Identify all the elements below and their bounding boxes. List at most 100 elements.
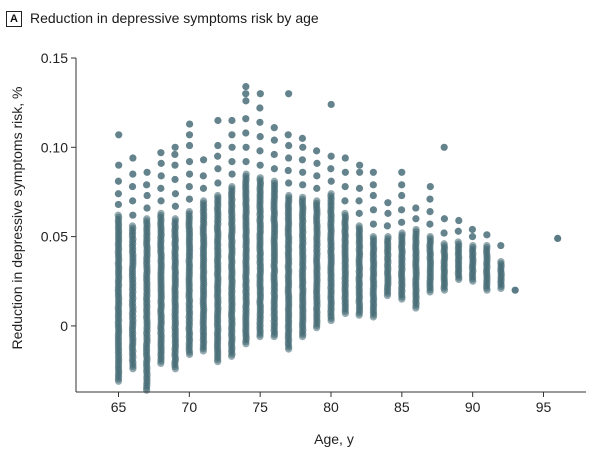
data-point <box>242 129 250 137</box>
data-point <box>185 141 194 150</box>
x-axis-title: Age, y <box>314 431 354 447</box>
data-point <box>185 157 194 166</box>
data-point <box>384 209 392 217</box>
data-point <box>440 143 448 151</box>
x-tick-label: 80 <box>323 399 339 415</box>
data-point <box>129 365 137 373</box>
data-point <box>199 172 207 180</box>
y-tick-label: 0.05 <box>41 229 68 245</box>
y-axis-title: Reduction in depressive symptoms risk, % <box>9 87 25 350</box>
data-point <box>114 200 123 209</box>
y-tick-label: 0 <box>60 318 68 334</box>
data-point <box>412 304 420 312</box>
data-point <box>299 168 307 176</box>
data-point <box>327 152 335 160</box>
data-point <box>199 184 208 192</box>
data-point <box>242 82 250 91</box>
data-point <box>143 204 151 212</box>
data-point <box>129 154 137 162</box>
data-point <box>511 286 519 294</box>
data-point <box>228 116 236 125</box>
data-point <box>227 352 236 360</box>
data-point <box>143 386 151 394</box>
data-point <box>398 191 406 200</box>
data-point <box>242 143 250 151</box>
data-point <box>157 359 165 368</box>
data-point <box>242 97 250 105</box>
data-point <box>356 168 364 176</box>
data-point <box>171 365 180 373</box>
data-point <box>256 118 264 126</box>
data-point <box>171 190 180 198</box>
panel-label-badge: A <box>6 11 22 27</box>
data-point <box>483 286 491 294</box>
data-point <box>327 165 335 173</box>
data-point <box>114 177 123 185</box>
data-point <box>369 168 377 176</box>
data-point <box>143 168 151 176</box>
data-point <box>383 291 392 300</box>
data-point <box>440 229 448 237</box>
data-point <box>129 197 137 205</box>
data-point <box>228 157 236 166</box>
data-point <box>270 165 279 173</box>
data-point <box>312 147 321 155</box>
data-point <box>214 358 222 366</box>
data-point <box>341 197 349 205</box>
data-point <box>185 195 194 203</box>
data-point <box>469 277 477 285</box>
data-point <box>356 161 364 169</box>
data-point <box>341 154 349 162</box>
data-point <box>299 143 307 151</box>
data-point <box>369 220 378 228</box>
data-point <box>398 218 406 226</box>
data-point <box>299 181 307 189</box>
data-point <box>355 184 364 192</box>
data-point <box>228 143 236 151</box>
data-point <box>369 206 378 214</box>
axes-layer: 65 70 75 80 85 90 95 0 0.05 0.10 0.15 <box>41 50 586 415</box>
data-point <box>355 311 363 319</box>
data-point <box>397 206 406 214</box>
data-point <box>497 241 505 250</box>
data-point <box>157 184 165 192</box>
data-point <box>426 182 434 191</box>
data-point <box>256 147 264 155</box>
x-tick-label: 85 <box>394 399 410 415</box>
data-point <box>171 175 179 184</box>
data-point <box>228 170 236 178</box>
data-point <box>369 191 377 200</box>
data-point <box>298 156 306 164</box>
data-point <box>143 181 151 189</box>
data-point <box>256 90 264 98</box>
data-point <box>129 170 137 178</box>
data-point <box>128 182 137 191</box>
data-point <box>284 166 292 175</box>
data-point <box>383 222 391 230</box>
data-point <box>157 197 165 205</box>
data-point <box>426 195 434 203</box>
data-point <box>468 225 476 234</box>
data-point <box>483 231 491 239</box>
data-point <box>242 115 250 123</box>
data-point <box>185 350 194 359</box>
data-point <box>214 179 222 187</box>
data-point <box>270 124 278 132</box>
data-point <box>497 284 505 293</box>
data-point <box>298 134 307 142</box>
data-point <box>256 333 264 341</box>
data-point <box>185 182 193 191</box>
data-point <box>186 120 194 128</box>
data-point <box>440 286 449 294</box>
data-point <box>157 159 165 167</box>
data-point <box>313 159 321 167</box>
data-point <box>171 150 179 159</box>
data-point <box>185 170 194 178</box>
data-point <box>228 131 236 139</box>
data-point <box>115 131 123 139</box>
data-point <box>313 172 321 180</box>
x-tick-label: 75 <box>252 399 268 415</box>
data-point <box>270 150 278 159</box>
data-point <box>185 131 194 139</box>
data-point <box>341 182 349 191</box>
